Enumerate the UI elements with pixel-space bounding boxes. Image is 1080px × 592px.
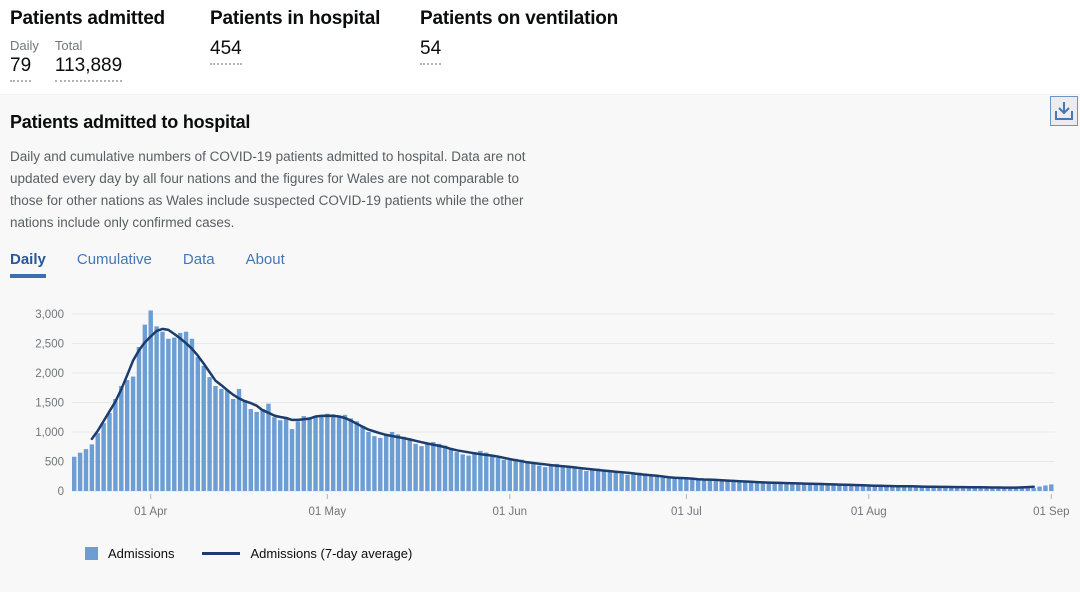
average-line: [90, 327, 1035, 489]
chart-container: 0 500 1,000 1,500 2,000 2,500 3,000 01 Apr 01 Ma…: [0, 303, 1070, 540]
y-axis-tick-label: 0: [58, 486, 64, 498]
stat-title: Patients in hospital: [210, 8, 381, 29]
y-axis-tick-label: 2,000: [35, 368, 64, 380]
panel-description: Daily and cumulative numbers of COVID-19…: [10, 149, 526, 230]
admissions-chart[interactable]: 0 500 1,000 1,500 2,000 2,500 3,000 01 Apr 01 Ma…: [0, 303, 1080, 535]
metric-current: 454: [210, 38, 242, 65]
metric-value[interactable]: 454: [210, 38, 242, 65]
x-axis-tick-label: 01 Apr: [134, 506, 167, 518]
summary-stats: Patients admitted Daily 79 Total 113,889…: [0, 0, 1080, 94]
stat-title: Patients on ventilation: [420, 8, 619, 29]
y-axis-tick-label: 1,500: [35, 398, 64, 410]
x-axis-tick-label: 01 Jun: [493, 506, 528, 518]
tab-daily[interactable]: Daily: [10, 251, 46, 278]
legend-label-admissions: Admissions: [108, 546, 175, 561]
metric-value[interactable]: 54: [420, 38, 442, 65]
download-icon: [1054, 100, 1074, 122]
stat-card-patients-admitted: Patients admitted Daily 79 Total 113,889: [10, 8, 210, 94]
metric-value[interactable]: 79: [10, 55, 32, 82]
x-axis-tick-label: 01 Aug: [851, 506, 887, 518]
patients-admitted-panel: Patients admitted to hospital Daily and …: [0, 94, 1080, 592]
stat-title: Patients admitted: [10, 8, 165, 29]
chart-legend: Admissions Admissions (7-day average): [85, 546, 1070, 561]
metric-label: Daily: [10, 38, 39, 53]
tab-data[interactable]: Data: [182, 251, 215, 268]
stat-card-patients-in-hospital: Patients in hospital 454: [210, 8, 420, 94]
x-axis-tick-label: 01 May: [308, 506, 346, 518]
x-axis-tick-label: 01 Jul: [671, 506, 702, 518]
admissions-bars[interactable]: [72, 310, 1054, 491]
download-button[interactable]: [1050, 96, 1078, 126]
y-axis-tick-label: 2,500: [35, 339, 64, 351]
metric-current: 54: [420, 38, 442, 65]
metric-label: Total: [54, 38, 83, 53]
panel-title: Patients admitted to hospital: [10, 112, 251, 132]
legend-label-average: Admissions (7-day average): [250, 546, 413, 561]
y-axis-tick-label: 1,000: [35, 427, 64, 439]
y-axis-tick-label: 3,000: [35, 309, 64, 321]
x-axis-tick-label: 01 Sep: [1033, 506, 1069, 518]
average-line-swatch-icon: [202, 552, 241, 555]
stat-card-patients-on-ventilation: Patients on ventilation 54: [420, 8, 618, 94]
admissions-swatch-icon: [85, 547, 98, 560]
tab-about[interactable]: About: [245, 251, 285, 268]
metric-value[interactable]: 113,889: [54, 55, 123, 82]
tab-bar: Daily Cumulative Data About: [10, 251, 1070, 278]
metric-daily: Daily 79: [10, 38, 39, 82]
tab-cumulative[interactable]: Cumulative: [76, 251, 152, 268]
y-axis-tick-label: 500: [45, 457, 64, 469]
metric-total: Total 113,889: [54, 38, 123, 82]
